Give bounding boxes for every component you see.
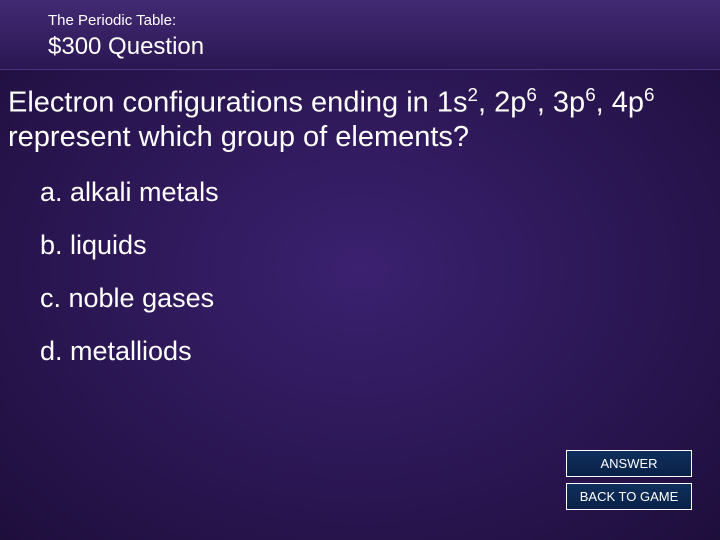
question-text: Electron configurations ending in 1s2, 2… [0, 70, 720, 155]
option-c: c. noble gases [40, 283, 720, 314]
back-to-game-button[interactable]: BACK TO GAME [566, 483, 692, 510]
option-a: a. alkali metals [40, 177, 720, 208]
option-b: b. liquids [40, 230, 720, 261]
question-value: $300 Question [48, 33, 720, 61]
header: The Periodic Table: $300 Question [0, 0, 720, 70]
button-group: ANSWER BACK TO GAME [566, 450, 692, 510]
option-d: d. metalliods [40, 336, 720, 367]
category-label: The Periodic Table: [48, 12, 720, 29]
options-list: a. alkali metals b. liquids c. noble gas… [0, 155, 720, 367]
answer-button[interactable]: ANSWER [566, 450, 692, 477]
